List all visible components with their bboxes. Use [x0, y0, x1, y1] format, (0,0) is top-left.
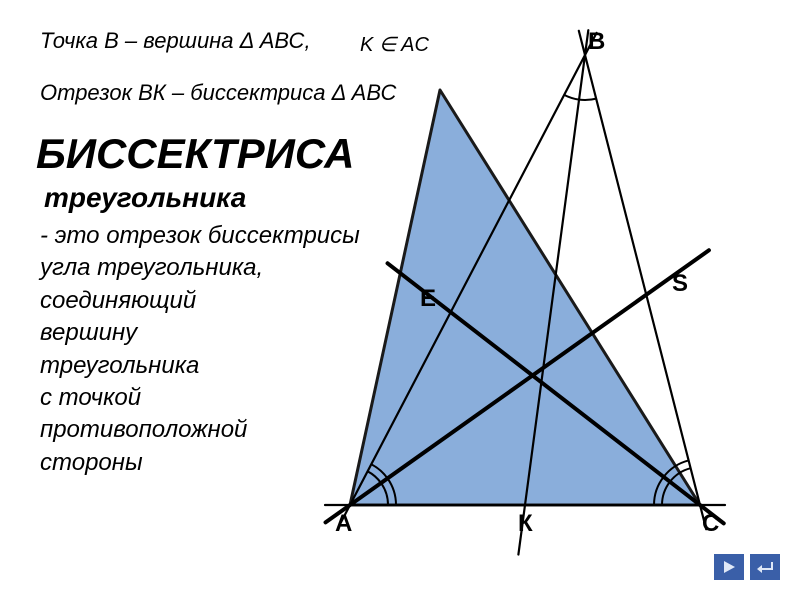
main-title: БИССЕКТРИСА: [36, 130, 354, 178]
vertex-label-E: Е: [420, 285, 436, 313]
vertex-label-S: S: [672, 270, 688, 298]
statement-line-1b: K ∈ AC: [360, 32, 429, 57]
vertex-label-B: В: [588, 28, 605, 56]
subtitle: треугольника: [44, 182, 246, 214]
vertex-label-A: А: [335, 510, 352, 538]
statement-line-2: Отрезок ВК – биссектриса Δ АВС: [40, 80, 396, 106]
vertex-label-K: К: [518, 510, 533, 538]
vertex-label-C: С: [702, 510, 719, 538]
nav-return-button[interactable]: [750, 554, 780, 580]
nav-next-button[interactable]: [714, 554, 744, 580]
return-arrow-icon: [756, 559, 774, 575]
definition-text: - это отрезок биссектрисыугла треугольни…: [40, 220, 360, 479]
triangle-right-icon: [721, 559, 737, 575]
statement-line-1: Точка В – вершина Δ АВС,: [40, 28, 311, 54]
nav-buttons: [714, 554, 780, 580]
